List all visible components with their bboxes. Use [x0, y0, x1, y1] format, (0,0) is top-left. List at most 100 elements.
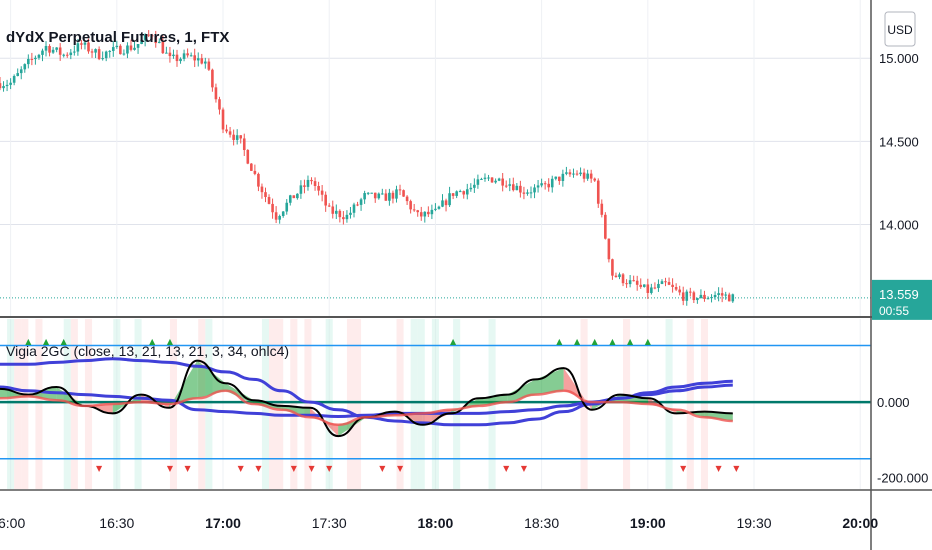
candle-body [306, 179, 310, 187]
candle-body [664, 281, 667, 283]
candle-body [143, 34, 147, 40]
candle-body [582, 172, 586, 179]
candle-body [731, 294, 735, 302]
candle-body [692, 292, 696, 301]
candle-body [416, 210, 420, 213]
candle-body [221, 109, 225, 130]
candle-body [331, 206, 335, 214]
candle-body [119, 45, 122, 55]
candle-body [660, 281, 664, 284]
buy-signal-marker: ▲ [574, 337, 581, 346]
candle-body [55, 47, 58, 50]
candle-body [342, 217, 345, 220]
candle-body [706, 298, 710, 300]
candle-body [618, 274, 621, 278]
candle-body [34, 57, 37, 60]
buy-signal-marker: ▲ [61, 337, 68, 346]
price-tick-label: 15.000 [879, 51, 919, 66]
indicator-axis: 0.000 -200.000 [877, 395, 928, 486]
sell-signal-marker: ▼ [716, 464, 723, 473]
candle-body [62, 54, 66, 56]
candle-body [281, 211, 285, 216]
sell-signal-marker: ▼ [167, 464, 174, 473]
candle-body [310, 179, 313, 182]
candle-body [550, 178, 554, 188]
sell-signal-marker: ▼ [308, 464, 315, 473]
candle-body [458, 191, 462, 193]
price-grid [0, 0, 871, 316]
candle-body [257, 173, 260, 187]
candle-body [101, 58, 104, 60]
candle-body [90, 51, 94, 53]
candle-body [540, 183, 543, 186]
signal-shade [325, 319, 333, 489]
candle-body [267, 197, 271, 204]
signal-shade [35, 319, 43, 489]
candle-body [260, 186, 264, 193]
candle-body [317, 185, 320, 191]
candle-body [12, 76, 16, 83]
candle-body [58, 47, 62, 55]
candle-body [504, 185, 508, 187]
last-price-badge [872, 279, 932, 320]
candle-body [69, 52, 73, 56]
candle-body [246, 150, 250, 164]
candle-body [83, 42, 87, 45]
countdown-label: 00:55 [879, 304, 909, 318]
candle-body [179, 58, 182, 62]
candle-body [703, 294, 706, 299]
candle-body [543, 183, 547, 185]
candle-body [604, 214, 607, 239]
candle-body [547, 183, 550, 188]
signal-shade [665, 319, 673, 489]
candle-body [536, 185, 540, 188]
buy-signal-marker: ▲ [609, 337, 616, 346]
candle-body [225, 129, 228, 132]
candle-body [218, 99, 221, 110]
ribbon-segment [338, 417, 367, 437]
candle-body [381, 193, 384, 195]
time-tick-label: 19:00 [630, 515, 666, 531]
ribbon-segment [253, 400, 282, 410]
signal-shade [410, 319, 418, 489]
candle-body [699, 294, 703, 299]
candle-body [419, 212, 423, 217]
candle-body [575, 173, 579, 175]
candle-body [689, 291, 692, 293]
sell-signal-marker: ▼ [255, 464, 262, 473]
candle-body [384, 193, 388, 201]
candle-body [303, 185, 306, 187]
candle-body [147, 34, 150, 36]
candle-body [366, 192, 370, 194]
sell-signal-marker: ▼ [379, 464, 386, 473]
candle-body [388, 192, 391, 201]
sell-signal-marker: ▼ [680, 464, 687, 473]
signal-shade [290, 319, 298, 489]
buy-signal-marker: ▲ [450, 337, 457, 346]
candle-body [614, 275, 618, 278]
signal-shade [14, 319, 22, 489]
candle-body [593, 178, 597, 181]
candle-body [487, 177, 490, 179]
currency-button[interactable] [884, 11, 916, 47]
candle-body [589, 173, 593, 179]
candle-body [2, 86, 5, 89]
candle-body [402, 190, 405, 197]
candle-body [480, 178, 483, 180]
candle-body [607, 238, 611, 260]
sell-signal-marker: ▼ [291, 464, 298, 473]
candle-body [313, 181, 317, 186]
candle-body [515, 185, 519, 191]
candle-body [572, 173, 575, 175]
buy-signal-marker: ▲ [645, 337, 652, 346]
signal-shade [7, 319, 15, 489]
sell-signal-marker: ▼ [238, 464, 245, 473]
candle-body [635, 280, 639, 285]
candle-body [136, 44, 140, 48]
candle-body [186, 53, 189, 56]
candle-body [483, 177, 487, 179]
signal-shade [304, 319, 312, 489]
candle-body [412, 209, 416, 211]
candle-body [653, 287, 657, 289]
